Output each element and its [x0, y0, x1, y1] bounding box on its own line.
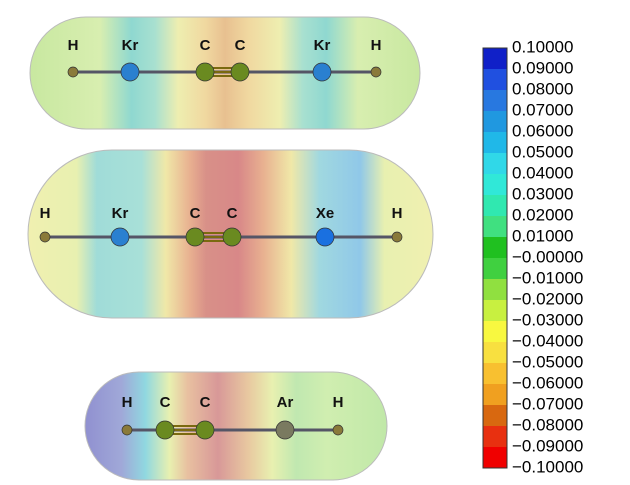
atom-label: Xe — [316, 205, 334, 222]
atom — [196, 63, 214, 81]
scale-segment — [483, 258, 507, 279]
scale-label: 0.02000 — [512, 205, 573, 224]
atom-label: C — [200, 37, 211, 54]
atom — [392, 232, 402, 242]
scale-segment — [483, 153, 507, 174]
scale-segment — [483, 405, 507, 426]
atom — [276, 421, 294, 439]
atom-label: H — [122, 394, 133, 411]
scale-label: 0.03000 — [512, 184, 573, 203]
atom-label: H — [371, 37, 382, 54]
scale-segment — [483, 279, 507, 300]
atom — [68, 67, 78, 77]
scale-segment — [483, 90, 507, 111]
scale-segment — [483, 48, 507, 69]
atom — [316, 228, 334, 246]
scale-label: 0.08000 — [512, 79, 573, 98]
scale-segment — [483, 216, 507, 237]
atom-label: C — [190, 205, 201, 222]
atom-label: Kr — [122, 37, 139, 54]
atom — [156, 421, 174, 439]
scale-segment — [483, 111, 507, 132]
scale-label: −0.01000 — [512, 268, 583, 287]
atom — [186, 228, 204, 246]
atom-label: Kr — [314, 37, 331, 54]
atom-label: H — [40, 205, 51, 222]
scale-segment — [483, 300, 507, 321]
scale-label: 0.10000 — [512, 37, 573, 56]
atom — [231, 63, 249, 81]
figure: 0.10000 0.09000 0.08000 0.07000 0.06000 0.050… — [0, 0, 630, 485]
scale-label: −0.03000 — [512, 310, 583, 329]
atom-label: C — [235, 37, 246, 54]
scale-label: −0.02000 — [512, 289, 583, 308]
scale-segment — [483, 237, 507, 258]
scale-label: −0.00000 — [512, 247, 583, 266]
scale-label: −0.06000 — [512, 373, 583, 392]
atom — [223, 228, 241, 246]
scale-label: 0.09000 — [512, 58, 573, 77]
atom-label: H — [392, 205, 403, 222]
scale-label: −0.07000 — [512, 394, 583, 413]
atom — [371, 67, 381, 77]
scale-label: 0.01000 — [512, 226, 573, 245]
atom-label: C — [200, 394, 211, 411]
scale-label: 0.07000 — [512, 100, 573, 119]
scale-label: −0.08000 — [512, 415, 583, 434]
scale-label: 0.06000 — [512, 121, 573, 140]
atom-label: C — [160, 394, 171, 411]
scale-label: 0.05000 — [512, 142, 573, 161]
atom — [122, 425, 132, 435]
atom — [121, 63, 139, 81]
scale-segment — [483, 195, 507, 216]
scale-label: −0.05000 — [512, 352, 583, 371]
color-scale: 0.10000 0.09000 0.08000 0.07000 0.06000 0.050… — [483, 37, 583, 476]
scale-segment — [483, 447, 507, 468]
scale-label: −0.04000 — [512, 331, 583, 350]
scale-segment — [483, 132, 507, 153]
atom-label: Kr — [112, 205, 129, 222]
scale-segment — [483, 342, 507, 363]
atom — [40, 232, 50, 242]
scale-segment — [483, 384, 507, 405]
scale-segment — [483, 321, 507, 342]
atom-label: H — [333, 394, 344, 411]
scale-segment — [483, 174, 507, 195]
scale-label: 0.04000 — [512, 163, 573, 182]
atom-label: Ar — [277, 394, 294, 411]
atom-label: H — [68, 37, 79, 54]
scale-segment — [483, 69, 507, 90]
atom — [111, 228, 129, 246]
molecules — [28, 17, 433, 480]
atom — [313, 63, 331, 81]
scale-segment — [483, 426, 507, 447]
scale-segment — [483, 363, 507, 384]
atom — [196, 421, 214, 439]
atom — [333, 425, 343, 435]
scale-label: −0.09000 — [512, 436, 583, 455]
scale-label: −0.10000 — [512, 457, 583, 476]
atom-label: C — [227, 205, 238, 222]
